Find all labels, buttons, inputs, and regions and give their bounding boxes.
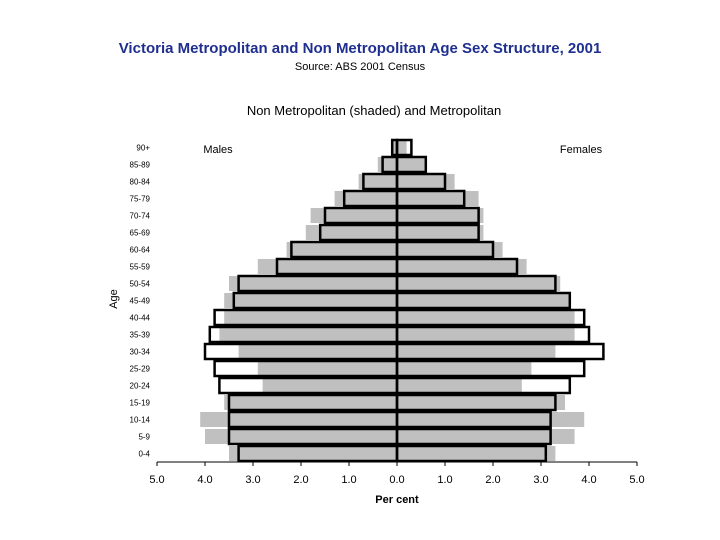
bar-nonmetro-female — [397, 446, 556, 461]
bar-nonmetro-male — [262, 378, 397, 393]
y-tick-label: 80-84 — [130, 178, 151, 187]
y-tick-label: 60-64 — [130, 246, 151, 255]
bar-nonmetro-male — [286, 242, 397, 257]
y-tick-label: 0-4 — [138, 450, 150, 459]
bar-nonmetro-female — [397, 395, 565, 410]
bar-nonmetro-male — [377, 157, 397, 172]
y-tick-label: 15-19 — [130, 399, 151, 408]
bar-nonmetro-female — [397, 157, 426, 172]
y-tick-label: 65-69 — [130, 229, 151, 238]
y-tick-label: 85-89 — [130, 161, 151, 170]
y-axis-title: Age — [108, 289, 120, 309]
bar-nonmetro-male — [219, 327, 397, 342]
y-tick-label: 40-44 — [130, 314, 151, 323]
x-tick-label: 2.0 — [485, 474, 500, 486]
chart-source: Source: ABS 2001 Census — [294, 61, 426, 73]
bar-nonmetro-female — [397, 242, 503, 257]
bar-nonmetro-female — [397, 429, 575, 444]
bar-nonmetro-male — [224, 395, 397, 410]
bar-nonmetro-male — [392, 140, 397, 155]
x-tick-label: 4.0 — [581, 474, 596, 486]
y-tick-label: 90+ — [136, 144, 150, 153]
y-tick-label: 25-29 — [130, 365, 151, 374]
males-label: Males — [203, 144, 233, 156]
bar-nonmetro-male — [200, 412, 397, 427]
chart-title: Victoria Metropolitan and Non Metropolit… — [118, 40, 602, 57]
y-tick-label: 30-34 — [130, 348, 151, 357]
chart-subtitle: Non Metropolitan (shaded) and Metropolit… — [247, 103, 501, 118]
bar-nonmetro-male — [224, 293, 397, 308]
bar-nonmetro-male — [229, 446, 397, 461]
x-tick-label: 5.0 — [629, 474, 644, 486]
bar-nonmetro-male — [305, 225, 397, 240]
bar-nonmetro-female — [397, 174, 455, 189]
bar-nonmetro-female — [397, 225, 484, 240]
x-tick-label: 4.0 — [197, 474, 212, 486]
y-tick-label: 35-39 — [130, 331, 151, 340]
y-tick-label: 75-79 — [130, 195, 151, 204]
x-tick-label: 0.0 — [389, 474, 404, 486]
x-tick-label: 5.0 — [149, 474, 164, 486]
bar-nonmetro-male — [257, 259, 397, 274]
females-label: Females — [560, 144, 603, 156]
bar-nonmetro-male — [257, 361, 397, 376]
x-tick-label: 3.0 — [245, 474, 260, 486]
y-tick-label: 55-59 — [130, 263, 151, 272]
x-tick-label: 3.0 — [533, 474, 548, 486]
x-axis-title: Per cent — [375, 494, 419, 506]
bar-nonmetro-female — [397, 293, 570, 308]
bar-nonmetro-male — [238, 344, 397, 359]
y-tick-label: 50-54 — [130, 280, 151, 289]
bar-nonmetro-male — [229, 276, 397, 291]
y-tick-label: 5-9 — [138, 433, 150, 442]
y-tick-label: 45-49 — [130, 297, 151, 306]
x-tick-label: 1.0 — [341, 474, 356, 486]
bar-nonmetro-female — [397, 412, 585, 427]
y-tick-label: 70-74 — [130, 212, 151, 221]
bar-nonmetro-male — [358, 174, 397, 189]
bar-nonmetro-female — [397, 259, 527, 274]
x-tick-label: 1.0 — [437, 474, 452, 486]
y-tick-label: 20-24 — [130, 382, 151, 391]
bar-nonmetro-female — [397, 191, 479, 206]
bar-nonmetro-female — [397, 344, 556, 359]
x-tick-label: 2.0 — [293, 474, 308, 486]
bar-nonmetro-female — [397, 276, 561, 291]
bar-nonmetro-female — [397, 361, 532, 376]
bar-nonmetro-female — [397, 208, 484, 223]
bar-nonmetro-male — [334, 191, 397, 206]
y-tick-label: 10-14 — [130, 416, 151, 425]
bar-nonmetro-male — [205, 429, 397, 444]
bar-nonmetro-male — [224, 310, 397, 325]
bar-nonmetro-female — [397, 378, 522, 393]
bar-nonmetro-female — [397, 140, 407, 155]
bar-nonmetro-male — [310, 208, 397, 223]
bar-nonmetro-female — [397, 327, 575, 342]
bar-nonmetro-female — [397, 310, 575, 325]
